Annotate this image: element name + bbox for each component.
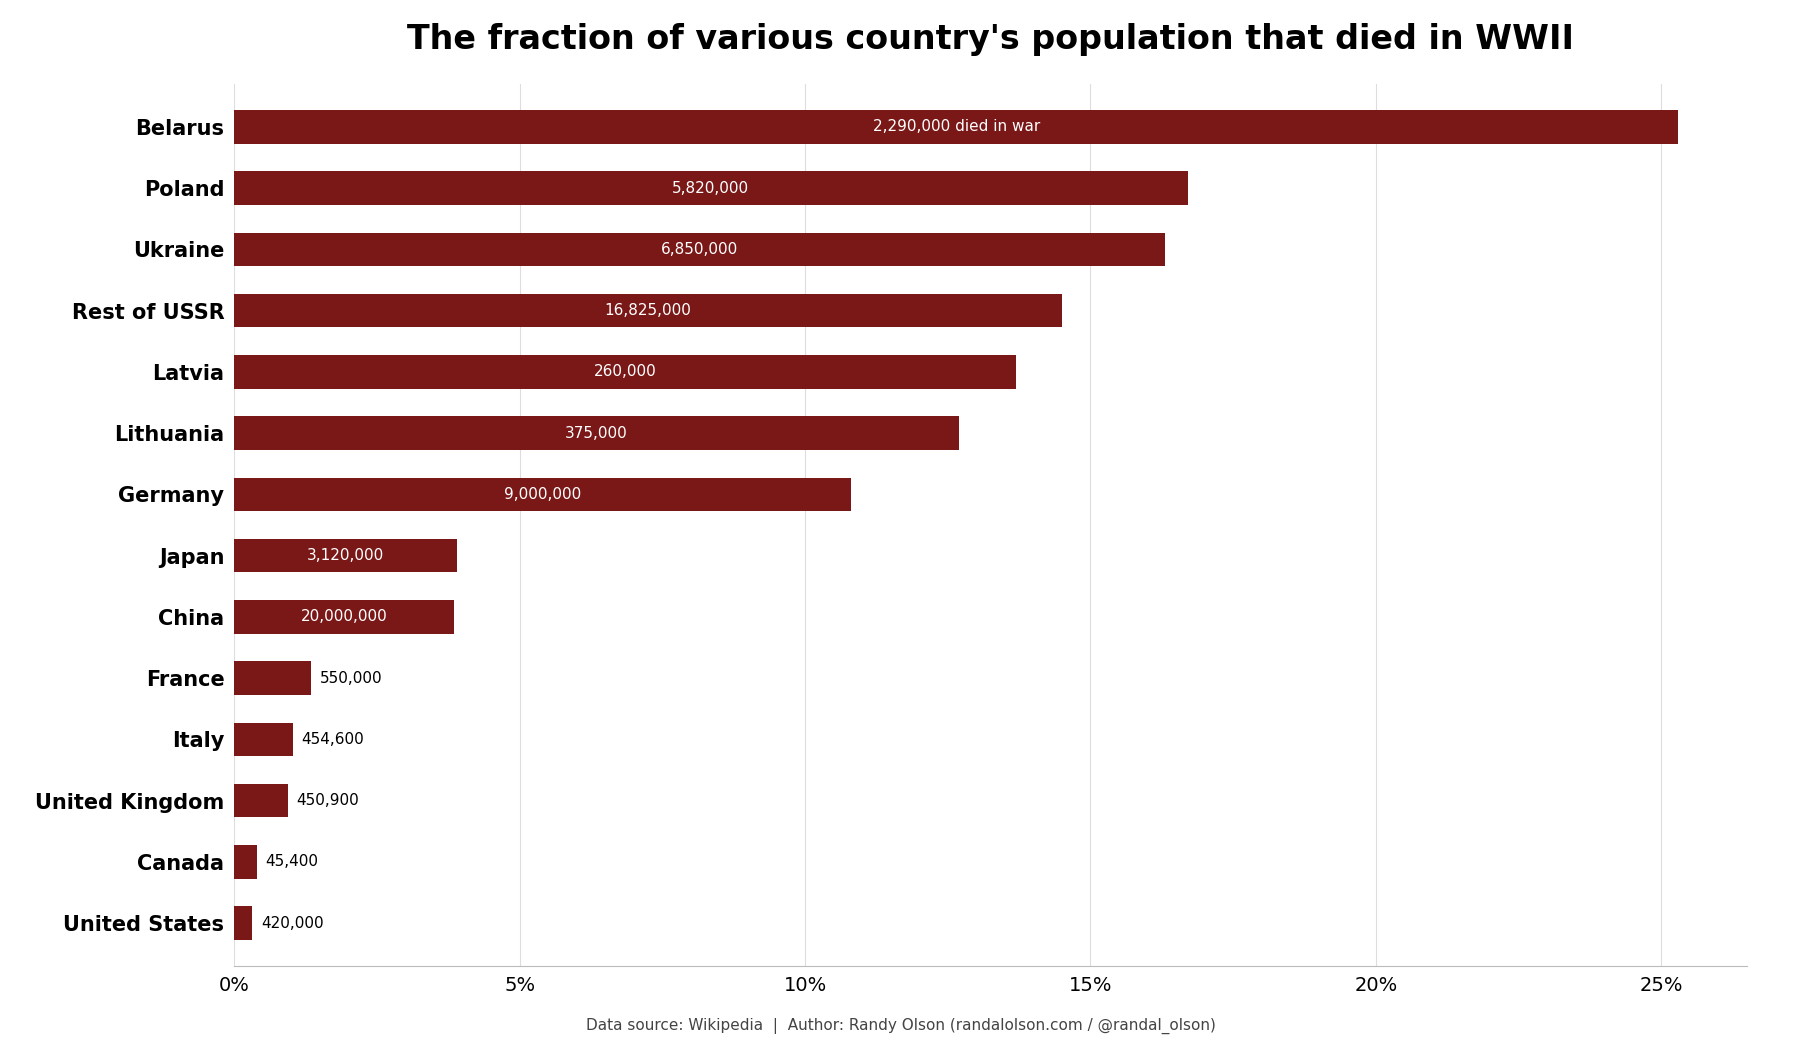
Text: 9,000,000: 9,000,000 bbox=[504, 487, 582, 502]
Bar bbox=[234, 355, 1016, 388]
Text: 3,120,000: 3,120,000 bbox=[306, 548, 384, 563]
Text: 5,820,000: 5,820,000 bbox=[672, 181, 749, 195]
Bar bbox=[234, 171, 1187, 205]
Bar bbox=[234, 232, 1165, 267]
Bar bbox=[234, 906, 252, 940]
Bar bbox=[234, 110, 1679, 144]
Text: 45,400: 45,400 bbox=[265, 855, 319, 869]
Bar bbox=[234, 662, 312, 695]
Text: 454,600: 454,600 bbox=[301, 732, 364, 747]
Text: 550,000: 550,000 bbox=[321, 671, 382, 686]
Bar bbox=[234, 294, 1063, 328]
Text: 420,000: 420,000 bbox=[261, 916, 324, 930]
Title: The fraction of various country's population that died in WWII: The fraction of various country's popula… bbox=[407, 23, 1574, 57]
Text: 375,000: 375,000 bbox=[566, 425, 629, 441]
Bar bbox=[234, 478, 850, 511]
Text: 16,825,000: 16,825,000 bbox=[605, 303, 692, 318]
Bar bbox=[234, 722, 294, 756]
Text: 2,290,000 died in war: 2,290,000 died in war bbox=[873, 120, 1039, 134]
Text: 20,000,000: 20,000,000 bbox=[301, 609, 387, 625]
Bar bbox=[234, 845, 258, 879]
Text: 260,000: 260,000 bbox=[594, 364, 657, 379]
Bar bbox=[234, 416, 960, 450]
Bar bbox=[234, 539, 457, 572]
Bar bbox=[234, 600, 454, 634]
Text: 6,850,000: 6,850,000 bbox=[661, 242, 738, 257]
Text: 450,900: 450,900 bbox=[297, 793, 358, 808]
Bar bbox=[234, 783, 288, 818]
Text: Data source: Wikipedia  |  Author: Randy Olson (randalolson.com / @randal_olson): Data source: Wikipedia | Author: Randy O… bbox=[585, 1018, 1216, 1034]
